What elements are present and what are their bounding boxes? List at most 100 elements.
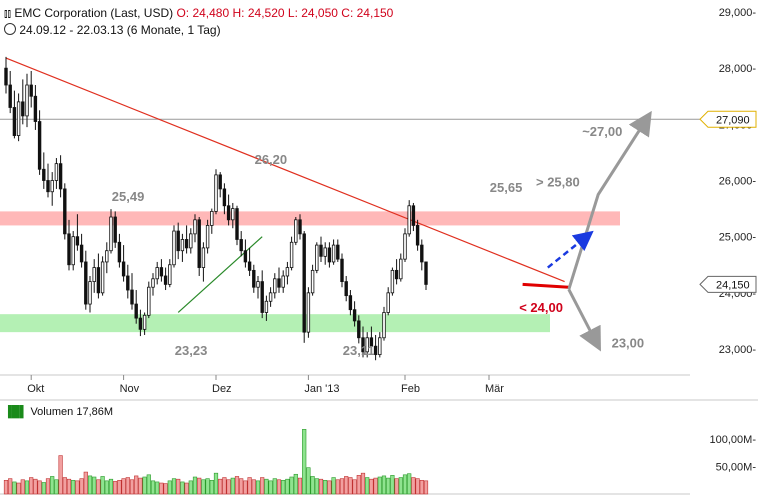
volume-label: Volumen: [30, 406, 74, 418]
volume-bar: [218, 478, 223, 495]
arrow-0: [567, 110, 652, 290]
candle-body: [210, 210, 214, 226]
candle-body: [344, 281, 348, 297]
candle-body: [205, 225, 210, 249]
candle-body: [294, 219, 298, 243]
candle-body: [424, 261, 428, 285]
volume-bar: [129, 479, 135, 495]
candle-body: [336, 244, 340, 260]
volume-bar: [121, 478, 126, 495]
candle-body: [46, 180, 50, 193]
volume-bar: [373, 477, 378, 495]
candle-body: [281, 275, 285, 288]
volume-bar: [226, 479, 231, 495]
candle-body: [222, 188, 227, 207]
volume-bar: [197, 477, 202, 495]
volume-bar: [394, 478, 399, 495]
candle-body: [352, 309, 357, 322]
volume-bar: [327, 480, 332, 495]
volume-bar: [234, 476, 240, 495]
volume-bar: [377, 476, 382, 495]
volume-bar: [188, 480, 193, 495]
clock-icon: [4, 23, 16, 35]
volume-bar: [281, 479, 286, 495]
volume-bar: [247, 477, 252, 495]
candle-body: [138, 317, 143, 330]
volume-bar: [222, 477, 227, 495]
candle-body: [29, 84, 33, 97]
price-tick-label-0: 23,000-: [719, 344, 757, 356]
volume-bar: [83, 471, 88, 495]
volume-bar: [209, 479, 214, 495]
volume-bar: [184, 482, 189, 495]
volume-bar: [62, 477, 67, 495]
volume-bar: [104, 480, 109, 495]
volume-bar: [230, 477, 235, 495]
volume-bar: [24, 480, 30, 495]
current-price-label: 24,150: [716, 279, 750, 291]
volume-bar: [272, 478, 277, 495]
volume-bar: [8, 478, 13, 495]
candle-body: [75, 236, 80, 246]
month-label-4: Feb: [401, 383, 420, 395]
candle-body: [415, 225, 420, 246]
volume-bar: [297, 477, 303, 495]
volume-bar: [29, 477, 34, 495]
candle-body: [155, 267, 159, 280]
annotation-5: 23,23: [175, 343, 208, 358]
month-label-0: Okt: [27, 383, 44, 395]
volume-bar: [276, 479, 282, 495]
annotation-6: 23,11: [343, 343, 375, 358]
candle-body: [310, 269, 315, 294]
date-range: 24.09.12 - 22.03.13 (6 Monate, 1 Tag): [19, 23, 221, 37]
candle-body: [42, 168, 46, 181]
candle-body: [382, 312, 386, 339]
candle-body: [21, 101, 25, 117]
volume-bar: [87, 475, 93, 495]
volume-bar: [12, 481, 17, 495]
candle-body: [378, 337, 382, 356]
candle-body: [67, 233, 71, 266]
volume-bar: [146, 474, 151, 495]
candle-body: [264, 300, 269, 313]
candle-body: [130, 289, 134, 305]
volume-bar: [255, 480, 261, 495]
candle-body: [16, 101, 21, 136]
low-value: L: 24,050: [287, 6, 338, 20]
volume-bar: [96, 479, 101, 495]
instrument-title: EMC Corporation (Last, USD): [14, 6, 174, 20]
support-line: [522, 282, 569, 289]
candle-body: [168, 264, 172, 285]
candle-body: [88, 281, 92, 305]
volume-bar: [117, 479, 122, 495]
volume-bar: [20, 479, 25, 495]
candle-body: [142, 314, 147, 330]
volume-bar: [369, 478, 374, 495]
candle-body: [54, 163, 59, 181]
candle-body: [411, 205, 416, 226]
chart-type-icon[interactable]: ⫾⫾: [4, 8, 12, 20]
candle-body: [117, 241, 122, 263]
price-tick-label-6: 29,000-: [719, 7, 757, 19]
volume-bar: [314, 478, 319, 495]
volume-bar: [419, 479, 424, 495]
candle-body: [4, 67, 8, 86]
volume-bar: [79, 478, 84, 495]
candle-body: [315, 244, 319, 271]
volume-bar: [285, 478, 290, 495]
volume-bar: [415, 478, 420, 495]
volume-bar: [205, 478, 210, 495]
candle-body: [365, 337, 369, 353]
volume-bar: [71, 479, 76, 495]
volume-bar: [360, 472, 366, 495]
volume-bar: [356, 475, 361, 495]
trendline-0: [5, 57, 565, 283]
volume-bar: [155, 481, 160, 495]
volume-bar: [16, 482, 21, 495]
candle-body: [63, 188, 67, 235]
reference-price-flag: [699, 110, 757, 128]
candle-body: [105, 250, 109, 263]
price-tick-label-5: 28,000-: [719, 63, 757, 75]
high-value: H: 24,520: [232, 6, 285, 20]
candle-body: [151, 278, 155, 288]
